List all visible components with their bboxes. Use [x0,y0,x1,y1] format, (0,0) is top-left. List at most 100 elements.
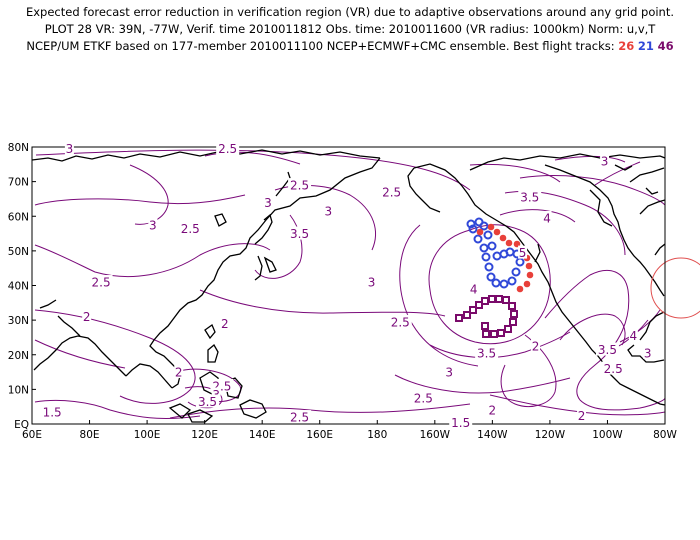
latitude-label: EQ [14,419,29,431]
contour-label: 5 [519,246,527,260]
track-21-point [499,279,509,289]
coastline [263,256,277,273]
contour-label: 2.5 [92,276,111,290]
contour-lines [34,149,665,419]
track-21-point [468,224,478,234]
coastline [629,167,665,183]
track-46-point [508,302,516,310]
plot-title: Expected forecast error reduction in ver… [0,4,700,55]
coastline [654,243,665,256]
track-46-point [510,310,518,318]
track-46-point [463,311,471,319]
contour-label: 2 [489,404,497,418]
contour-label-background [288,178,312,192]
longitude-label: 120E [191,429,218,441]
contour-label: 3.5 [477,347,496,361]
track-26-point [476,228,484,236]
map-frame [31,146,666,425]
latitude-label: 20N [8,350,29,362]
contour-label: 3 [66,142,74,156]
contour-line [34,243,271,277]
contour-label: 2.5 [414,392,433,406]
contour-label: 3.5 [198,395,217,409]
coastline [204,324,216,340]
coastline [254,213,273,245]
longitude-label: 160W [420,429,451,441]
track-46-point [495,295,503,303]
contour-line [619,309,661,343]
contour-line [469,163,561,183]
coastline [645,187,659,195]
coastline [639,311,665,341]
contour-label-background [220,316,230,330]
contour-label: 3.5 [598,343,617,357]
contour-label: 2 [83,310,91,324]
contour-label: 3.5 [520,191,539,205]
contour-line [35,149,471,191]
track-21-point [481,252,491,262]
contour-line [394,374,571,394]
latitude-label: 80N [8,142,29,154]
contour-value-labels: 3 2.5 2.5 2.5 3 3 3 2.5 3.5 2.5 3 2 2 2.5 2 2.5 3 3.5 1.5 2… [40,141,653,430]
contour-label-background [89,275,113,289]
track-21-point [486,272,496,282]
contour-label: 2.5 [181,222,200,236]
track-21-point [466,219,476,229]
contour-label-background [601,361,625,375]
contour-label: 2 [175,366,183,380]
contour-label-background [469,281,479,295]
flight-track-46 [455,295,518,338]
contour-label-background [323,204,333,218]
contour-label: 2 [221,317,229,331]
coastline [639,199,665,215]
coastline [149,157,381,389]
track-21-point [511,267,521,277]
contour-label-background [449,415,473,429]
contour-label-background [288,410,312,424]
contour-line [34,309,196,404]
coastline [627,344,665,363]
latitude-label: 40N [8,281,29,293]
contour-label: 3 [601,154,609,168]
contour-label-background [531,339,541,353]
coastline [275,171,291,197]
longitude-label: 60E [22,429,42,441]
contour-line [399,224,479,367]
track-21-point [507,276,517,286]
track-21-point [474,217,484,227]
contour-label: 1.5 [43,405,62,419]
contour-line [500,334,557,407]
coastline [589,189,613,227]
contour-label-background [263,195,273,209]
longitude-axis-labels: 60E 80E 100E 120E 140E 160E 180 160W 140W 120W 100… [22,420,677,441]
contour-label-background [388,314,412,328]
contour-label-background [178,221,202,235]
longitude-label: 100E [134,429,161,441]
coastline [168,403,192,419]
track-46-point [490,330,498,338]
title-line-3-text: NCEP/UM ETKF based on 177-member 2010011… [26,39,619,53]
contour-line [34,194,246,206]
coastline [544,164,665,297]
longitude-label: 100W [592,429,623,441]
contour-label: 4 [630,329,638,343]
contour-line [429,331,571,359]
coastline [407,167,441,213]
track-46-point [481,297,489,305]
track-26-point [487,223,495,231]
coastline [214,213,227,227]
contour-label: 2.5 [382,186,401,200]
contour-label-background [196,394,220,408]
contour-label: 2 [532,340,540,354]
contour-label-background [211,387,221,401]
track-21-point [491,278,501,288]
coastline [469,153,665,171]
contour-label-background [380,185,404,199]
track-46-point [504,325,512,333]
contour-label-background [411,391,435,405]
contour-label-background [148,217,158,231]
flight-track-21 [466,217,525,289]
coastline [207,344,219,363]
coastline [187,409,214,423]
